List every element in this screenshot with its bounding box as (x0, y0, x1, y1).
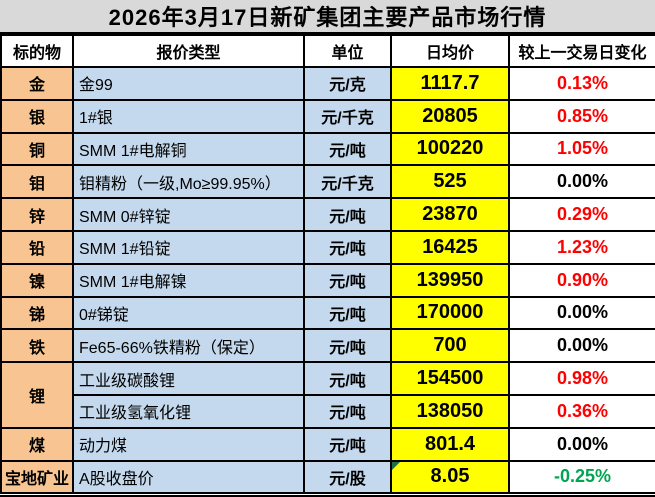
table-row-coal: 煤 动力煤 元/吨 801.4 0.00% (0, 426, 655, 462)
change-cell: 0.90% (508, 262, 655, 298)
unit-cell: 元/吨 (303, 131, 392, 167)
subject-cell: 银 (0, 98, 74, 134)
quote-type-cell: SMM 0#锌锭 (72, 197, 305, 232)
price-cell: 8.05 (390, 459, 510, 495)
price-cell: 170000 (390, 295, 510, 331)
subject-cell: 锂 (0, 361, 74, 429)
quote-type-cell: SMM 1#铅锭 (72, 229, 305, 265)
price-cell: 154500 (390, 361, 510, 396)
table-row-zinc: 锌 SMM 0#锌锭 元/吨 23870 0.29% (0, 197, 655, 232)
price-cell: 20805 (390, 98, 510, 134)
table-header-row: 标的物 报价类型 单位 日均价 较上一交易日变化 (0, 34, 655, 68)
table-row-iron: 铁 Fe65-66%铁精粉（保定） 元/吨 700 0.00% (0, 328, 655, 364)
price-cell: 23870 (390, 197, 510, 232)
change-cell: -0.25% (508, 459, 655, 495)
header-change-vs-prev-day: 较上一交易日变化 (508, 34, 655, 68)
subject-cell: 钼 (0, 164, 74, 200)
change-cell: 0.36% (508, 393, 655, 429)
subject-cell: 锑 (0, 295, 74, 331)
unit-cell: 元/股 (303, 459, 392, 495)
unit-cell: 元/吨 (303, 361, 392, 396)
price-cell: 100220 (390, 131, 510, 167)
quote-type-cell: A股收盘价 (72, 459, 305, 495)
quote-type-cell: 工业级氢氧化锂 (72, 393, 305, 429)
price-cell: 139950 (390, 262, 510, 298)
price-cell: 16425 (390, 229, 510, 265)
subject-cell: 铁 (0, 328, 74, 364)
change-cell: 1.05% (508, 131, 655, 167)
table-row-molybdenum: 钼 钼精粉（一级,Mo≥99.95%） 元/千克 525 0.00% (0, 164, 655, 200)
header-daily-avg-price: 日均价 (390, 34, 510, 68)
quote-type-cell: SMM 1#电解镍 (72, 262, 305, 298)
unit-cell: 元/吨 (303, 426, 392, 462)
price-cell: 1117.7 (390, 66, 510, 101)
quote-type-cell: 1#银 (72, 98, 305, 134)
unit-cell: 元/吨 (303, 229, 392, 265)
subject-cell: 铅 (0, 229, 74, 265)
report-title: 2026年3月17日新矿集团主要产品市场行情 (0, 0, 655, 34)
price-cell: 700 (390, 328, 510, 364)
quote-type-cell: 动力煤 (72, 426, 305, 462)
change-cell: 0.00% (508, 426, 655, 462)
price-cell: 138050 (390, 393, 510, 429)
change-cell: 0.29% (508, 197, 655, 232)
unit-cell: 元/吨 (303, 295, 392, 331)
change-cell: 0.00% (508, 328, 655, 364)
table-row-antimony: 锑 0#锑锭 元/吨 170000 0.00% (0, 295, 655, 331)
quote-type-cell: 0#锑锭 (72, 295, 305, 331)
unit-cell: 元/吨 (303, 262, 392, 298)
unit-cell: 元/千克 (303, 98, 392, 134)
quote-type-cell: Fe65-66%铁精粉（保定） (72, 328, 305, 364)
table-row-baodi-mining: 宝地矿业 A股收盘价 元/股 8.05 -0.25% (0, 459, 655, 495)
unit-cell: 元/吨 (303, 393, 392, 429)
table-row-lithium-hydroxide: 工业级氢氧化锂 元/吨 138050 0.36% (1, 393, 655, 429)
quotes-table: 标的物 报价类型 单位 日均价 较上一交易日变化 金 金99 元/克 1117.… (0, 34, 655, 495)
table-row-copper: 铜 SMM 1#电解铜 元/吨 100220 1.05% (0, 131, 655, 167)
subject-cell: 锌 (0, 197, 74, 232)
subject-cell: 镍 (0, 262, 74, 298)
header-subject: 标的物 (0, 34, 74, 68)
quote-type-cell: 工业级碳酸锂 (72, 361, 305, 396)
change-cell: 0.00% (508, 295, 655, 331)
table-row-nickel: 镍 SMM 1#电解镍 元/吨 139950 0.90% (0, 262, 655, 298)
price-cell: 801.4 (390, 426, 510, 462)
unit-cell: 元/吨 (303, 197, 392, 232)
unit-cell: 元/吨 (303, 328, 392, 364)
quote-type-cell: 金99 (72, 66, 305, 101)
unit-cell: 元/克 (303, 66, 392, 101)
table-row-lead: 铅 SMM 1#铅锭 元/吨 16425 1.23% (0, 229, 655, 265)
subject-cell: 铜 (0, 131, 74, 167)
quote-type-cell: 钼精粉（一级,Mo≥99.95%） (72, 164, 305, 200)
header-unit: 单位 (303, 34, 392, 68)
cell-corner-flag-icon (393, 462, 400, 470)
subject-cell: 宝地矿业 (0, 459, 74, 495)
change-cell: 0.85% (508, 98, 655, 134)
quote-type-cell: SMM 1#电解铜 (72, 131, 305, 167)
header-quote-type: 报价类型 (72, 34, 305, 68)
subject-cell: 金 (0, 66, 74, 101)
table-row-gold: 金 金99 元/克 1117.7 0.13% (0, 66, 655, 101)
price-value: 8.05 (430, 465, 470, 488)
subject-cell: 煤 (0, 426, 74, 462)
price-cell: 525 (390, 164, 510, 200)
change-cell: 1.23% (508, 229, 655, 265)
change-cell: 0.13% (508, 66, 655, 101)
change-cell: 0.00% (508, 164, 655, 200)
unit-cell: 元/千克 (303, 164, 392, 200)
table-row-silver: 银 1#银 元/千克 20805 0.85% (0, 98, 655, 134)
table-row-lithium-carbonate: 锂 工业级碳酸锂 元/吨 154500 0.98% (0, 361, 655, 429)
change-cell: 0.98% (508, 361, 655, 396)
